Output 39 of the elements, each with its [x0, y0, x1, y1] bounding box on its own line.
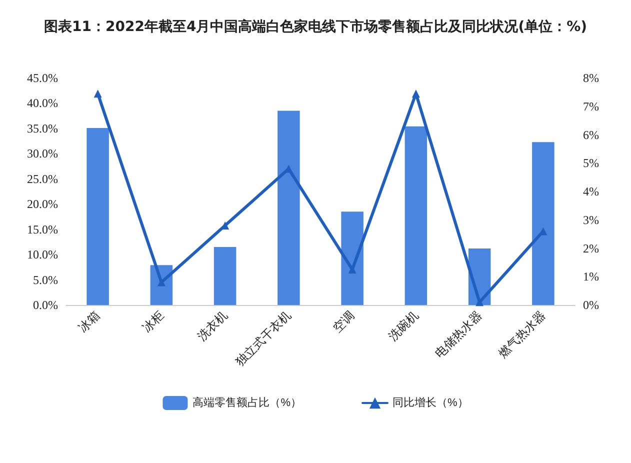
bar	[278, 110, 300, 305]
x-tick-label: 空调	[330, 308, 358, 335]
y-tick-label: 30.0%	[27, 146, 58, 161]
point	[412, 90, 420, 98]
y-tick-label: 20.0%	[27, 197, 58, 212]
y2-tick-label: 4%	[583, 184, 599, 198]
y2-tick-label: 8%	[583, 71, 599, 85]
y-tick-label: 15.0%	[27, 222, 58, 236]
y-tick-label: 45.0%	[27, 71, 58, 85]
y2-tick-label: 0%	[583, 298, 599, 312]
x-tick-label: 电储热水器	[432, 308, 485, 360]
x-tick-label: 独立式干衣机	[232, 308, 294, 369]
legend-label: 高端零售额占比（%）	[192, 396, 302, 409]
y2-tick-label: 1%	[583, 270, 599, 284]
y-tick-label: 35.0%	[27, 121, 58, 136]
legend-label: 同比增长（%）	[392, 396, 468, 409]
y-tick-label: 40.0%	[27, 96, 58, 110]
x-tick-label: 冰箱	[76, 308, 103, 335]
point	[157, 278, 166, 286]
chart-title: 图表11：2022年截至4月中国高端白色家电线下市场零售额占比及同比状况(单位：%)	[44, 18, 588, 35]
y-tick-label: 10.0%	[27, 248, 58, 262]
bar	[341, 212, 364, 305]
y-tick-label: 25.0%	[27, 172, 58, 186]
y2-tick-label: 7%	[583, 99, 599, 114]
bar	[86, 128, 109, 305]
bar	[532, 142, 554, 305]
y2-tick-label: 6%	[583, 128, 599, 142]
bar	[214, 246, 236, 305]
x-tick-label: 燃气热水器	[496, 308, 548, 360]
x-tick-label: 洗衣机	[194, 308, 230, 344]
y2-tick-label: 3%	[583, 212, 599, 227]
x-tick-label: 冰柜	[140, 308, 166, 335]
bar	[404, 126, 428, 305]
y2-tick-label: 5%	[583, 156, 599, 170]
x-tick-label: 洗碗机	[386, 308, 421, 344]
y2-tick-label: 2%	[583, 241, 599, 256]
point	[94, 90, 102, 98]
y-tick-label: 5.0%	[33, 272, 58, 287]
y-tick-label: 0.0%	[33, 298, 58, 312]
